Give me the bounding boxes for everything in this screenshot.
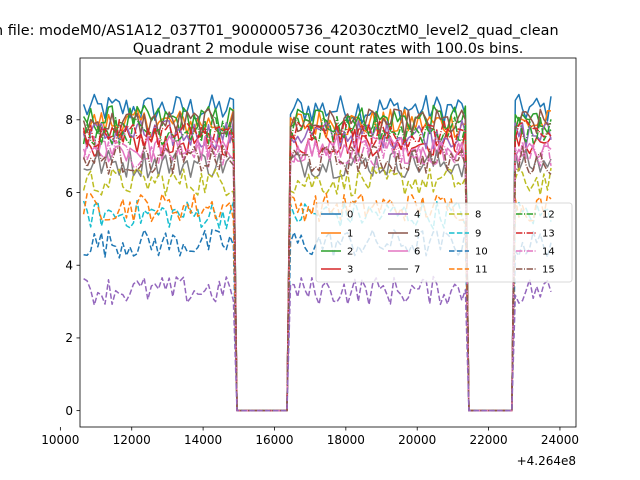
legend-label-12: 12 — [542, 210, 555, 221]
y-tick-label: 2 — [65, 331, 73, 345]
legend-label-9: 9 — [475, 229, 481, 240]
legend-label-2: 2 — [347, 247, 353, 258]
x-tick-label: 24000 — [541, 433, 579, 447]
y-tick-label: 6 — [65, 186, 73, 200]
legend-label-3: 3 — [347, 265, 353, 276]
x-tick-label: 12000 — [113, 433, 151, 447]
legend-box — [315, 202, 573, 283]
axes-frame — [79, 57, 577, 428]
x-tick-label: 18000 — [327, 433, 365, 447]
legend-label-14: 14 — [542, 247, 555, 258]
legend-label-10: 10 — [475, 247, 488, 258]
x-tick-label: 22000 — [469, 433, 507, 447]
y-axis: 0 2 4 6 8 — [65, 113, 80, 418]
legend-label-8: 8 — [475, 210, 481, 221]
legend-label-11: 11 — [475, 265, 488, 276]
series-line-8 — [82, 166, 552, 412]
x-tick-label: 14000 — [184, 433, 222, 447]
y-tick-label: 4 — [65, 259, 73, 273]
legend-label-13: 13 — [542, 229, 555, 240]
legend-label-5: 5 — [414, 229, 420, 240]
chart-title: Quadrant 2 module wise count rates with … — [133, 41, 524, 57]
x-tick-label: 10000 — [41, 433, 79, 447]
legend-label-4: 4 — [414, 210, 420, 221]
x-tick-label: 16000 — [255, 433, 293, 447]
suptitle: n file: modeM0/AS1A12_037T01_9000005736_… — [0, 23, 559, 39]
x-tick-label: 20000 — [398, 433, 436, 447]
y-tick-label: 8 — [65, 113, 73, 127]
legend-label-7: 7 — [414, 265, 420, 276]
x-offset-label: +4.264e8 — [517, 454, 576, 468]
legend-label-6: 6 — [414, 247, 420, 258]
series-line-extra — [83, 275, 552, 412]
series-line-15 — [82, 144, 552, 412]
legend-label-0: 0 — [347, 210, 353, 221]
y-tick-label: 0 — [65, 404, 73, 418]
legend-label-15: 15 — [542, 265, 555, 276]
plot-area — [82, 93, 552, 412]
legend-label-1: 1 — [347, 229, 353, 240]
x-axis: 10000 12000 14000 16000 18000 20000 22000 24000 — [41, 427, 579, 447]
